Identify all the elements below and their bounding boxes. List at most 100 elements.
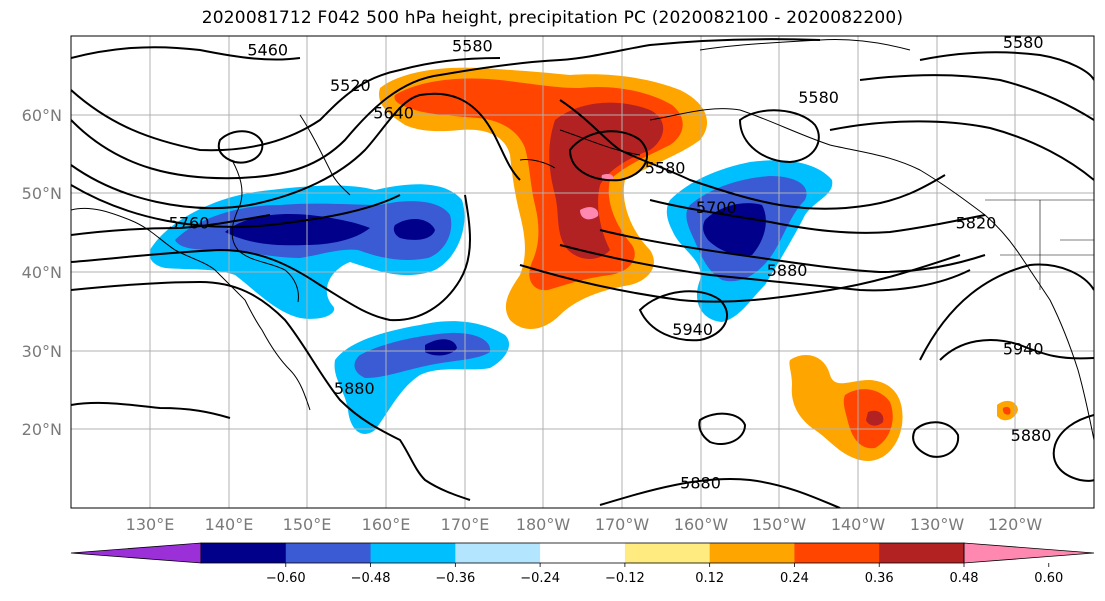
lon-label-150w: 150°W (752, 515, 807, 534)
colorbar-label-1: −0.48 (351, 571, 391, 586)
contour-label-5880-15: 5880 (1011, 426, 1052, 445)
contour-low-aleutian (568, 130, 649, 182)
aleutians (519, 129, 641, 169)
contour-label-5580-5: 5580 (798, 88, 839, 107)
contour-5940-central (638, 290, 729, 342)
lat-label-30: 30°N (22, 342, 62, 361)
lon-label-140w: 140°W (831, 515, 886, 534)
colorbar-extend-high (963, 542, 1095, 564)
colorbar-box-6 (709, 543, 795, 563)
contour-low-west (217, 130, 264, 164)
contour-5940-south (698, 412, 747, 445)
positive-anomaly-small-east-inner (1002, 406, 1011, 415)
colorbar-box-3 (455, 543, 541, 563)
lat-label-50: 50°N (22, 184, 62, 203)
colorbar: −0.60 −0.48 −0.36 −0.24 −0.12 0.12 0.24 0.36 0.4… (70, 542, 1095, 586)
colorbar-label-9: 0.60 (1034, 571, 1063, 586)
contour-5700-ne (829, 120, 1094, 181)
colorbar-label-4: −0.12 (605, 571, 645, 586)
colorbar-label-6: 0.24 (780, 571, 809, 586)
contour-label-5760-7: 5760 (169, 214, 210, 233)
japan (231, 159, 299, 303)
longitude-labels: 130°E 140°E 150°E 160°E 170°E 180°W 170°… (126, 515, 1043, 534)
lon-label-160w: 160°W (674, 515, 729, 534)
lon-label-180w: 180°W (516, 515, 571, 534)
colorbar-box-7 (794, 543, 880, 563)
contour-label-5460-0: 5460 (247, 41, 288, 60)
map-frame (70, 35, 1095, 509)
contour-label-5940-11: 5940 (672, 320, 713, 339)
colorbar-box-5 (624, 543, 711, 563)
contour-5820 (71, 194, 471, 322)
contour-5520 (71, 57, 501, 152)
contour-5820-central (559, 244, 971, 292)
positive-anomaly-subtropical-east-core (866, 410, 884, 426)
contour-5880-west (71, 280, 471, 501)
alaska-coast (649, 108, 1094, 441)
contour-5580-central (559, 99, 946, 210)
colorbar-label-0: −0.60 (266, 571, 306, 586)
contour-5460 (71, 46, 301, 61)
lat-label-60: 60°N (22, 106, 62, 125)
contour-5760-central (599, 229, 986, 274)
lat-label-20: 20°N (22, 420, 62, 439)
latitude-labels: 20°N 30°N 40°N 50°N 60°N (22, 106, 62, 439)
colorbar-box-1 (285, 543, 372, 563)
lon-label-170e: 170°E (441, 515, 490, 534)
contour-label-5700-8: 5700 (696, 198, 737, 217)
contour-label-5580-6: 5580 (645, 159, 686, 178)
contour-low-alaska (738, 109, 820, 164)
colorbar-label-5: 0.12 (695, 571, 724, 586)
colorbar-box-2 (370, 543, 456, 563)
contour-5880-south (599, 478, 841, 508)
colorbar-label-3: −0.24 (520, 571, 560, 586)
colorbar-extend-low (70, 542, 202, 564)
colorbar-box-4 (540, 543, 626, 563)
contour-5880-central (519, 254, 961, 303)
negative-anomaly-subtropical-inner (354, 332, 491, 378)
colorbar-box-8 (879, 543, 965, 563)
contour-5940-small-east (912, 421, 960, 458)
lon-label-130w: 130°W (910, 515, 965, 534)
contour-5640 (71, 92, 521, 210)
lon-label-140e: 140°E (205, 515, 254, 534)
contour-5760 (71, 214, 271, 236)
lon-label-130e: 130°E (126, 515, 175, 534)
lon-label-120w: 120°W (988, 515, 1043, 534)
contour-label-5640-2: 5640 (373, 104, 414, 123)
colorbar-frame (200, 542, 965, 564)
contour-label-5880-14: 5880 (680, 473, 721, 492)
positive-anomaly-central-peak (580, 207, 599, 220)
negative-anomaly-west-core (225, 213, 370, 246)
contour-label-5820-9: 5820 (956, 214, 997, 233)
contour-label-5580-4: 5580 (1003, 33, 1044, 52)
lon-label-170w: 170°W (595, 515, 650, 534)
contour-5640-ne (859, 74, 1094, 121)
contour-label-5940-12: 5940 (1003, 340, 1044, 359)
colorbar-label-8: 0.48 (950, 571, 979, 586)
contour-label-5880-13: 5880 (334, 379, 375, 398)
colorbar-box-0 (201, 543, 287, 563)
height-contours (71, 38, 1094, 508)
contour-label-5520-1: 5520 (330, 76, 371, 95)
negative-anomaly-west-core-2 (393, 218, 435, 240)
negative-anomaly-east-core (703, 203, 766, 256)
us-borders (985, 199, 1094, 290)
contour-5940-east-2 (939, 339, 1094, 361)
kamchatka (299, 114, 351, 196)
lat-label-40: 40°N (22, 263, 62, 282)
lon-label-160e: 160°E (362, 515, 411, 534)
contour-label-5580-3: 5580 (452, 37, 493, 56)
contour-5580-ne (919, 51, 1094, 81)
lon-label-150e: 150°E (283, 515, 332, 534)
contour-5700-central (649, 199, 986, 234)
contour-5940-west (71, 401, 231, 419)
contour-5880-east (1052, 414, 1094, 482)
colorbar-label-2: −0.36 (435, 571, 475, 586)
contour-5580-a (71, 38, 821, 180)
contour-5940-east (919, 263, 1094, 361)
chart-title: 2020081712 F042 500 hPa height, precipit… (201, 8, 904, 28)
colorbar-label-7: 0.36 (865, 571, 894, 586)
